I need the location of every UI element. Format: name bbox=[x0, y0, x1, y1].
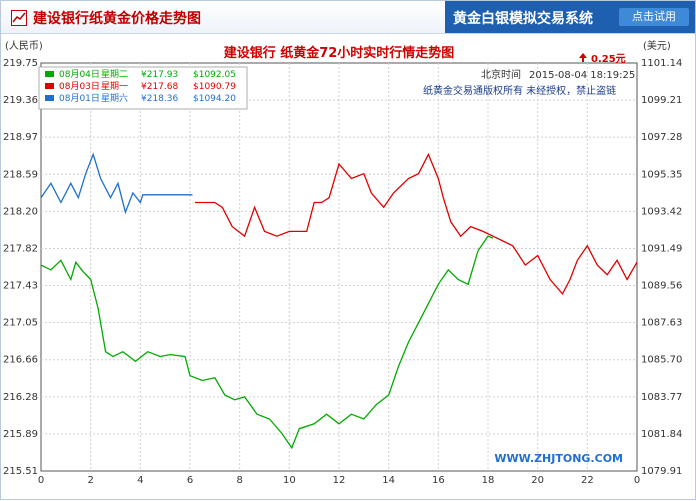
legend-entry-text: ¥218.36 bbox=[141, 94, 178, 104]
y-tick-right: 1093.42 bbox=[641, 206, 682, 217]
legend-entry-text: 08月04日 bbox=[59, 69, 100, 80]
legend-entry-text: $1090.79 bbox=[193, 82, 236, 92]
grid-lines: 219.75 1101.14 219.36 1099.21 218.97 1097.28 2… bbox=[3, 58, 682, 486]
x-tick: 22 bbox=[581, 475, 594, 486]
series-line-0 bbox=[40, 152, 193, 215]
watermark: WWW.ZHJTONG.COM bbox=[494, 452, 623, 465]
y-tick-left: 215.51 bbox=[3, 466, 38, 477]
left-axis-label: (人民币) bbox=[5, 40, 43, 52]
x-tick: 4 bbox=[137, 475, 143, 486]
promo-banner[interactable]: 黄金白银模拟交易系统 点击试用 bbox=[445, 1, 695, 33]
y-tick-right: 1079.91 bbox=[641, 466, 682, 477]
legend-entry-text: ¥217.68 bbox=[141, 82, 178, 92]
legend-swatch bbox=[45, 71, 54, 77]
x-tick: 16 bbox=[432, 475, 445, 486]
y-tick-right: 1081.84 bbox=[641, 429, 682, 440]
timestamp-label: 北京时间 bbox=[481, 68, 521, 81]
legend-entry-text: $1094.20 bbox=[193, 94, 236, 104]
y-tick-right: 1097.28 bbox=[641, 132, 682, 143]
legend-entry-text: 星期一 bbox=[101, 81, 128, 92]
x-tick: 0 bbox=[634, 475, 640, 486]
title-bar: 建设银行纸黄金价格走势图 黄金白银模拟交易系统 点击试用 bbox=[1, 1, 695, 34]
legend-box bbox=[38, 66, 248, 110]
y-tick-left: 218.97 bbox=[3, 132, 38, 143]
y-tick-right: 1085.70 bbox=[641, 355, 682, 366]
x-tick: 20 bbox=[531, 475, 544, 486]
app-title: 建设银行纸黄金价格走势图 bbox=[33, 11, 201, 27]
y-tick-right: 1083.77 bbox=[641, 392, 682, 403]
y-tick-left: 218.20 bbox=[3, 206, 38, 217]
x-tick: 8 bbox=[236, 475, 242, 486]
x-tick: 12 bbox=[333, 475, 346, 486]
series-line-2 bbox=[40, 235, 494, 450]
legend-entry-text: 星期六 bbox=[101, 92, 128, 104]
y-tick-left: 219.36 bbox=[3, 95, 38, 106]
y-tick-left: 217.82 bbox=[3, 243, 38, 254]
legend-entry-text: 08月03日 bbox=[59, 81, 100, 92]
y-tick-left: 215.89 bbox=[3, 429, 38, 440]
x-tick: 0 bbox=[38, 475, 44, 486]
up-arrow-stem bbox=[582, 57, 584, 62]
copyright-notice: 纸黄金交易通版权所有 未经授权，禁止盗链 bbox=[423, 84, 616, 97]
legend: 08月04日 星期二 ¥217.93 $1092.05 08月03日 星期一 ¥217.68… bbox=[38, 66, 248, 110]
x-tick: 18 bbox=[482, 475, 495, 486]
chart-icon bbox=[11, 10, 27, 26]
change-indicator: 0.25元 bbox=[579, 53, 626, 65]
y-tick-right: 1087.63 bbox=[641, 318, 682, 329]
series-line-1 bbox=[195, 152, 638, 296]
legend-entry-text: $1092.05 bbox=[193, 70, 236, 80]
series-lines bbox=[40, 152, 638, 450]
legend-swatch bbox=[45, 83, 54, 89]
y-tick-left: 217.43 bbox=[3, 281, 38, 292]
timestamp-value: 2015-08-04 18:19:25 bbox=[529, 70, 635, 81]
legend-swatch bbox=[45, 95, 54, 101]
x-tick: 2 bbox=[87, 475, 93, 486]
y-tick-left: 216.28 bbox=[3, 392, 38, 403]
legend-entry-text: 星期二 bbox=[101, 69, 128, 80]
y-tick-left: 216.66 bbox=[3, 355, 38, 366]
x-tick: 14 bbox=[382, 475, 395, 486]
promo-text: 黄金白银模拟交易系统 bbox=[453, 11, 593, 27]
legend-entry-text: ¥217.93 bbox=[141, 70, 178, 80]
y-tick-left: 217.05 bbox=[3, 318, 38, 329]
y-tick-right: 1101.14 bbox=[641, 58, 682, 69]
y-tick-right: 1089.56 bbox=[641, 281, 682, 292]
try-now-button[interactable]: 点击试用 bbox=[619, 8, 689, 26]
up-arrow-icon bbox=[579, 53, 587, 58]
x-tick: 6 bbox=[187, 475, 193, 486]
y-tick-left: 218.59 bbox=[3, 169, 38, 180]
y-tick-right: 1095.35 bbox=[641, 169, 682, 180]
chart-title: 建设银行 纸黄金72小时实时行情走势图 bbox=[224, 45, 455, 61]
y-tick-right: 1099.21 bbox=[641, 95, 682, 106]
y-tick-right: 1091.49 bbox=[641, 243, 682, 254]
legend-entry-text: 08月01日 bbox=[59, 93, 100, 104]
y-tick-left: 219.75 bbox=[3, 58, 38, 69]
x-tick: 10 bbox=[283, 475, 296, 486]
change-value: 0.25元 bbox=[591, 53, 626, 65]
right-axis-label: (美元) bbox=[643, 39, 671, 52]
